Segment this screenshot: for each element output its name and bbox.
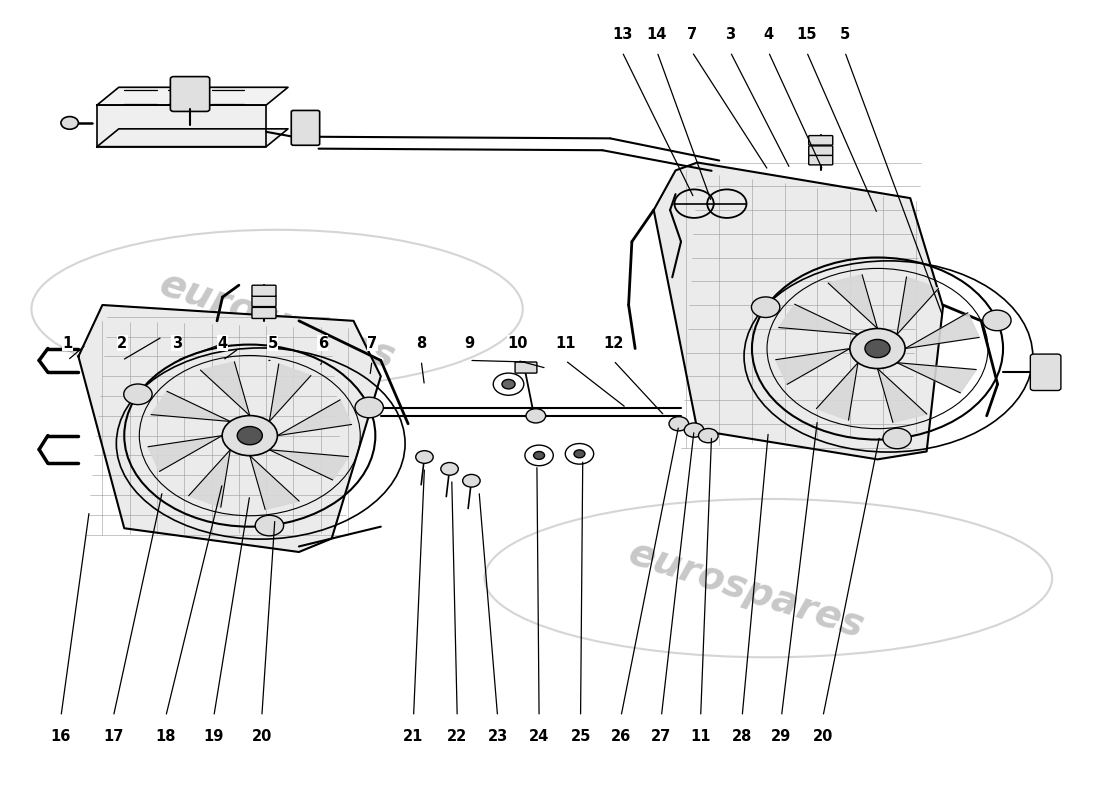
Text: 14: 14 [647, 26, 668, 42]
Polygon shape [250, 456, 299, 510]
Text: 4: 4 [218, 335, 228, 350]
Circle shape [698, 429, 718, 442]
Polygon shape [270, 364, 311, 422]
Text: 5: 5 [839, 26, 850, 42]
Text: 20: 20 [252, 729, 272, 744]
Text: 29: 29 [771, 729, 792, 744]
Text: 27: 27 [651, 729, 671, 744]
Circle shape [60, 117, 78, 130]
Text: 26: 26 [610, 729, 631, 744]
Circle shape [883, 428, 911, 449]
Circle shape [355, 397, 384, 418]
Text: 16: 16 [51, 729, 72, 744]
FancyBboxPatch shape [252, 286, 276, 296]
Polygon shape [896, 277, 938, 334]
Circle shape [123, 384, 152, 405]
Circle shape [669, 417, 689, 431]
Polygon shape [78, 305, 381, 552]
Text: 7: 7 [686, 26, 697, 42]
Polygon shape [828, 274, 878, 329]
Polygon shape [189, 450, 230, 507]
Polygon shape [148, 436, 222, 471]
Text: eurospares: eurospares [624, 534, 869, 646]
Text: 25: 25 [571, 729, 591, 744]
Text: 28: 28 [732, 729, 752, 744]
Polygon shape [200, 362, 250, 415]
Text: 1: 1 [63, 335, 73, 350]
FancyBboxPatch shape [292, 110, 320, 146]
Polygon shape [878, 369, 927, 422]
Circle shape [751, 297, 780, 318]
Circle shape [982, 310, 1011, 330]
Polygon shape [277, 400, 352, 436]
Text: 24: 24 [529, 729, 549, 744]
FancyBboxPatch shape [808, 155, 833, 165]
Text: 7: 7 [367, 335, 377, 350]
Text: 3: 3 [725, 26, 735, 42]
Text: 17: 17 [103, 729, 123, 744]
Polygon shape [816, 362, 858, 420]
Circle shape [238, 426, 262, 445]
Text: eurospares: eurospares [154, 265, 399, 377]
Text: 6: 6 [318, 335, 328, 350]
Circle shape [441, 462, 459, 475]
Circle shape [416, 450, 433, 463]
Polygon shape [151, 391, 230, 422]
Text: 4: 4 [763, 26, 773, 42]
Text: 10: 10 [507, 335, 528, 350]
Text: 13: 13 [612, 26, 632, 42]
Circle shape [865, 339, 890, 358]
Text: 18: 18 [155, 729, 176, 744]
Polygon shape [97, 105, 266, 146]
Circle shape [526, 409, 546, 423]
FancyBboxPatch shape [515, 362, 537, 373]
Circle shape [502, 379, 515, 389]
Text: 9: 9 [464, 335, 474, 350]
Circle shape [463, 474, 480, 487]
Text: 23: 23 [487, 729, 508, 744]
Text: 22: 22 [447, 729, 468, 744]
Polygon shape [779, 304, 858, 334]
Circle shape [850, 329, 905, 369]
Text: 15: 15 [796, 26, 817, 42]
FancyBboxPatch shape [808, 135, 833, 145]
Text: 3: 3 [172, 335, 182, 350]
Circle shape [222, 415, 277, 456]
Text: 21: 21 [404, 729, 424, 744]
Polygon shape [653, 162, 943, 459]
Circle shape [574, 450, 585, 458]
Circle shape [684, 423, 704, 438]
Polygon shape [97, 87, 288, 105]
Text: 11: 11 [556, 335, 575, 350]
FancyBboxPatch shape [170, 77, 210, 111]
Polygon shape [896, 362, 977, 393]
Circle shape [255, 515, 284, 536]
Text: 11: 11 [691, 729, 711, 744]
FancyBboxPatch shape [1031, 354, 1060, 390]
FancyBboxPatch shape [808, 146, 833, 155]
Text: 19: 19 [204, 729, 224, 744]
Text: 2: 2 [117, 335, 128, 350]
Polygon shape [905, 313, 979, 349]
Text: 5: 5 [267, 335, 278, 350]
Polygon shape [97, 129, 288, 146]
Polygon shape [270, 450, 349, 480]
Polygon shape [776, 349, 850, 384]
Text: 8: 8 [416, 335, 427, 350]
Text: 20: 20 [813, 729, 833, 744]
FancyBboxPatch shape [252, 295, 276, 306]
Text: 12: 12 [603, 335, 624, 350]
FancyBboxPatch shape [252, 307, 276, 318]
Circle shape [534, 451, 544, 459]
